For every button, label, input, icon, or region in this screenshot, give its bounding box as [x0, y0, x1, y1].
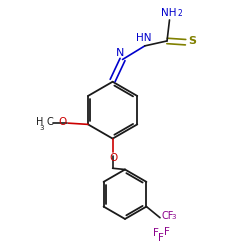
Text: CF: CF — [161, 212, 173, 222]
Text: 3: 3 — [172, 214, 176, 220]
Text: O: O — [110, 154, 118, 164]
Text: O: O — [58, 117, 66, 127]
Text: S: S — [188, 36, 196, 46]
Text: H: H — [36, 117, 44, 127]
Text: F: F — [158, 232, 164, 242]
Text: F: F — [153, 228, 159, 238]
Text: 3: 3 — [39, 125, 44, 131]
Text: NH: NH — [160, 8, 176, 18]
Text: F: F — [164, 227, 170, 237]
Text: C: C — [46, 117, 53, 127]
Text: HN: HN — [136, 33, 151, 43]
Text: 2: 2 — [178, 10, 182, 18]
Text: N: N — [116, 48, 124, 58]
